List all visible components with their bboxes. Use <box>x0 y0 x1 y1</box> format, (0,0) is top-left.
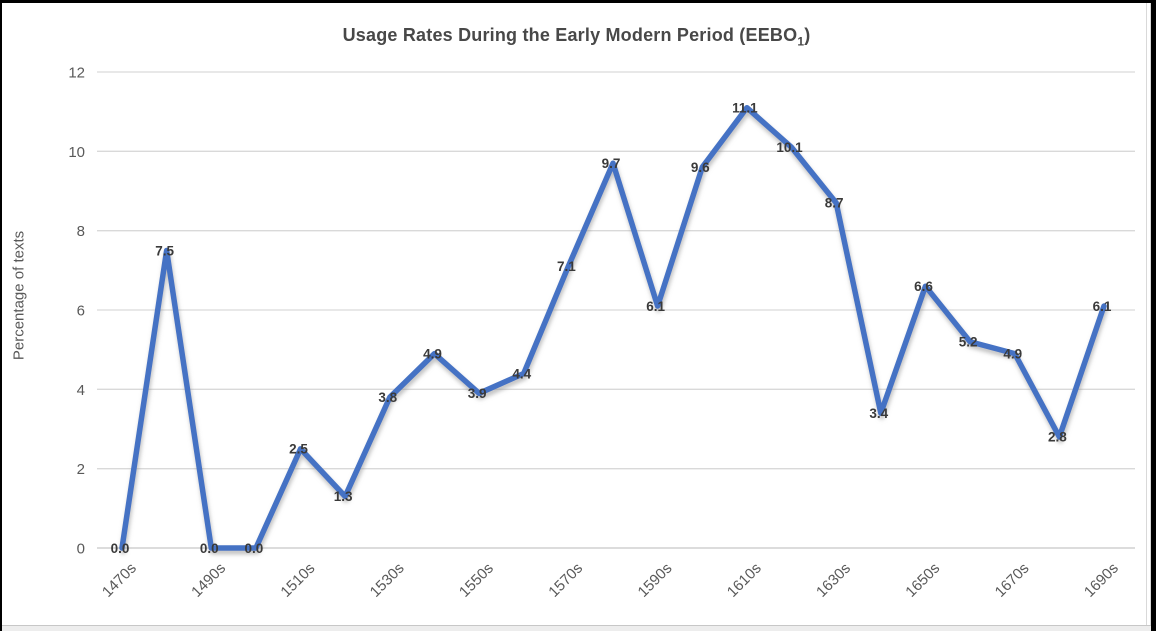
chart-title-close: ) <box>804 25 811 45</box>
panel-bottom-border <box>2 625 1151 631</box>
data-label: 0.0 <box>200 541 219 556</box>
chart-panel: Usage Rates During the Early Modern Peri… <box>2 3 1151 625</box>
x-tick-label: 1570s <box>545 560 586 601</box>
y-tick-label: 8 <box>77 223 85 240</box>
data-label: 4.4 <box>512 366 531 381</box>
data-label: 1.3 <box>334 489 353 504</box>
data-label: 5.2 <box>959 335 978 350</box>
x-tick-label: 1590s <box>635 560 676 601</box>
y-tick-label: 4 <box>77 382 85 399</box>
data-label: 3.8 <box>378 390 397 405</box>
data-label: 2.5 <box>289 442 308 457</box>
panel-right-border <box>1146 3 1147 625</box>
data-series-line <box>119 104 1107 551</box>
y-tick-label: 6 <box>77 303 85 320</box>
x-tick-label: 1670s <box>992 560 1033 601</box>
data-label: 3.4 <box>869 406 888 421</box>
data-label: 6.1 <box>646 299 665 314</box>
x-tick-label: 1530s <box>367 560 408 601</box>
x-tick-label: 1650s <box>902 560 943 601</box>
data-label: 6.6 <box>914 279 933 294</box>
x-tick-label: 1550s <box>456 560 497 601</box>
data-label: 3.9 <box>468 386 487 401</box>
data-label: 8.7 <box>825 196 844 211</box>
x-tick-label: 1490s <box>188 560 229 601</box>
data-label: 7.5 <box>155 243 174 258</box>
data-label: 9.6 <box>691 160 710 175</box>
x-tick-label: 1470s <box>99 560 140 601</box>
y-tick-label: 0 <box>77 541 85 558</box>
line-chart-canvas: 0 2 4 6 8 10 12 1470s 1490s 1510s 1530s 1550s 1570s 1… <box>68 65 1135 601</box>
x-tick-label: 1510s <box>277 560 318 601</box>
data-label: 11.1 <box>732 101 758 116</box>
x-tick-label: 1630s <box>813 560 854 601</box>
data-label: 2.8 <box>1048 430 1067 445</box>
data-label: 4.9 <box>423 346 442 361</box>
y-tick-label: 2 <box>77 461 85 478</box>
data-label: 0.0 <box>245 541 264 556</box>
y-tick-label: 10 <box>68 144 85 161</box>
data-label: 0.0 <box>111 541 130 556</box>
data-label: 4.9 <box>1003 346 1022 361</box>
data-label: 6.1 <box>1093 299 1112 314</box>
data-label: 7.1 <box>557 259 576 274</box>
data-label: 9.7 <box>602 156 621 171</box>
x-tick-label: 1610s <box>724 560 765 601</box>
chart-title-main: Usage Rates During the Early Modern Peri… <box>342 25 798 45</box>
y-tick-label: 12 <box>68 65 85 82</box>
data-label: 10.1 <box>776 140 803 155</box>
chart-title-subscript: 1 <box>797 34 805 49</box>
chart-title: Usage Rates During the Early Modern Peri… <box>2 25 1151 49</box>
x-tick-label: 1690s <box>1081 560 1122 601</box>
